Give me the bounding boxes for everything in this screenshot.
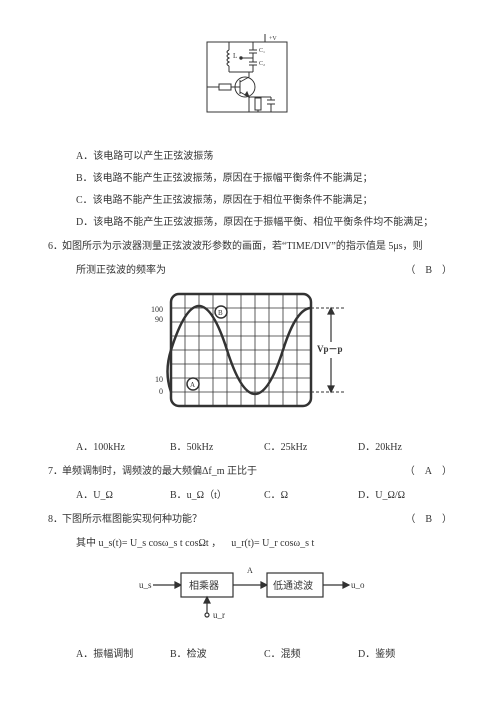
q6-opt-d: D．20kHz <box>358 439 452 457</box>
q7-options: A．U_Ω B．u_Ω（t） C．Ω D．U_Ω/Ω <box>48 487 452 505</box>
marker-a: A <box>190 381 195 389</box>
svg-text:L: L <box>233 52 237 60</box>
block-diagram-svg: u_s 相乘器 A 低通滤波 u_o u_r <box>135 561 365 625</box>
q5-option-b: B．该电路不能产生正弦波振荡，原因在于振幅平衡条件不能满足； <box>48 170 452 188</box>
q6-line2-wrap: 所测正弦波的频率为 （ B ） <box>48 262 452 280</box>
q8-text-wrap: 8．下图所示框图能实现何种功能？ （ B ） <box>48 511 452 529</box>
sig-ur: u_r <box>213 610 225 620</box>
q5-option-c: C．该电路不能产生正弦波振荡，原因在于相位平衡条件不能满足； <box>48 192 452 210</box>
label-90: 90 <box>155 315 163 324</box>
block-diagram-figure: u_s 相乘器 A 低通滤波 u_o u_r <box>48 561 452 632</box>
q8-answer: （ B ） <box>405 511 452 529</box>
q8-formula: 其中 u_s(t)= U_s cosω_s t cosΩt ， u_r(t)= … <box>48 535 452 553</box>
block-multiplier: 相乘器 <box>189 579 219 592</box>
q8-opt-d: D．鉴频 <box>358 646 452 664</box>
q7-text-wrap: 7．单频调制时，调频波的最大频偏Δf_m 正比于 （ A ） <box>48 463 452 481</box>
q7-opt-c: C．Ω <box>264 487 358 505</box>
q8-opt-b: B．检波 <box>170 646 264 664</box>
oscilloscope-figure: A B 100 90 10 0 Vp－p <box>48 288 452 425</box>
label-10: 10 <box>155 375 163 384</box>
q7-opt-a: A．U_Ω <box>76 487 170 505</box>
label-vpp: Vp－p <box>317 344 343 354</box>
q8-text: 下图所示框图能实现何种功能？ <box>62 514 202 525</box>
sig-uo: u_o <box>351 580 365 590</box>
svg-text:+V: +V <box>269 36 277 42</box>
q6-answer: （ B ） <box>405 262 452 280</box>
sig-us: u_s <box>139 580 152 590</box>
q6-options: A．100kHz B．50kHz C．25kHz D．20kHz <box>48 439 452 457</box>
block-lowpass: 低通滤波 <box>273 579 313 592</box>
label-0: 0 <box>159 387 163 396</box>
q6-number: 6． <box>48 238 62 256</box>
q6-opt-a: A．100kHz <box>76 439 170 457</box>
q5-option-d: D．该电路不能产生正弦波振荡，原因在于振幅平衡、相位平衡条件均不能满足； <box>48 214 452 232</box>
q8-opt-c: C．混频 <box>264 646 358 664</box>
q6-opt-c: C．25kHz <box>264 439 358 457</box>
svg-text:C₁: C₁ <box>259 48 265 54</box>
q5-option-a: A．该电路可以产生正弦波振荡 <box>48 148 452 166</box>
circuit-figure: +V L C₁ C₂ <box>48 32 452 134</box>
q8-opt-a: A．振幅调制 <box>76 646 170 664</box>
sig-a: A <box>247 566 253 575</box>
q6-opt-b: B．50kHz <box>170 439 264 457</box>
q6-text: 6．如图所示为示波器测量正弦波波形参数的画面，若“TIME/DIV”的指示值是 … <box>48 238 452 256</box>
oscilloscope-svg: A B 100 90 10 0 Vp－p <box>145 288 355 418</box>
marker-b: B <box>218 309 223 317</box>
q7-text: 单频调制时，调频波的最大频偏Δf_m 正比于 <box>62 466 257 477</box>
q7-number: 7． <box>48 463 62 481</box>
svg-text:C₂: C₂ <box>259 61 265 67</box>
q6-line1: 如图所示为示波器测量正弦波波形参数的画面，若“TIME/DIV”的指示值是 5μ… <box>62 241 423 252</box>
q7-opt-b: B．u_Ω（t） <box>170 487 264 505</box>
q8-number: 8． <box>48 511 62 529</box>
q6-line2: 所测正弦波的频率为 <box>76 265 166 276</box>
q7-opt-d: D．U_Ω/Ω <box>358 487 452 505</box>
q8-options: A．振幅调制 B．检波 C．混频 D．鉴频 <box>48 646 452 664</box>
circuit-svg: +V L C₁ C₂ <box>195 32 305 127</box>
q7-answer: （ A ） <box>405 463 452 481</box>
label-100: 100 <box>151 305 163 314</box>
